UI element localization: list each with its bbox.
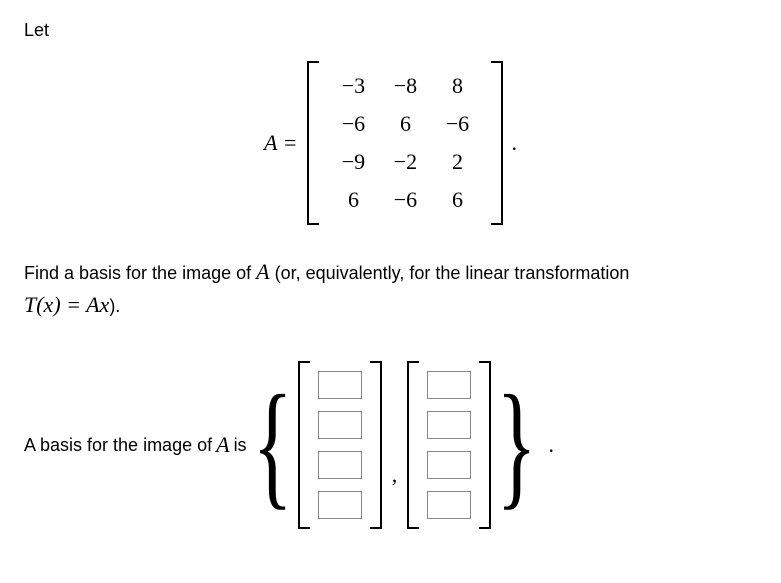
vector-entry-input[interactable] — [318, 491, 362, 519]
vector-entry-input[interactable] — [427, 491, 471, 519]
matrix-right-bracket — [491, 61, 503, 225]
vector-left-bracket — [407, 361, 419, 529]
vector-right-bracket — [479, 361, 491, 529]
vector-entry-input[interactable] — [427, 411, 471, 439]
question-text: Find a basis for the image of A (or, equ… — [24, 255, 757, 321]
matrix-cell: −3 — [327, 67, 379, 105]
vector-entry-input[interactable] — [427, 451, 471, 479]
left-brace: { — [252, 382, 292, 508]
matrix-row: −66−6 — [327, 105, 483, 143]
vector-separator: , — [392, 402, 398, 488]
vector-entry-input[interactable] — [318, 371, 362, 399]
matrix-body: −3−88−66−6−9−226−66 — [319, 61, 491, 225]
matrix-cell: 6 — [327, 181, 379, 219]
matrix-cell: 6 — [379, 105, 431, 143]
basis-label-A: A — [216, 432, 229, 458]
matrix-A: −3−88−66−6−9−226−66 — [307, 61, 503, 225]
question-part3: ). — [109, 296, 120, 316]
basis-label-part1: A basis for the image of — [24, 435, 212, 456]
matrix-row: 6−66 — [327, 181, 483, 219]
answer-vector — [407, 361, 491, 529]
vector-left-bracket — [298, 361, 310, 529]
matrix-cell: −2 — [379, 143, 431, 181]
vector-column — [310, 361, 370, 529]
answer-vector — [298, 361, 382, 529]
matrix-period: . — [511, 130, 517, 156]
right-brace: } — [497, 382, 537, 508]
vector-column — [419, 361, 479, 529]
matrix-cell: −6 — [431, 105, 483, 143]
matrix-cell: −9 — [327, 143, 379, 181]
matrix-cell: −6 — [327, 105, 379, 143]
question-part2: (or, equivalently, for the linear transf… — [270, 263, 630, 283]
matrix-cell: 2 — [431, 143, 483, 181]
matrix-label: A = — [264, 130, 297, 156]
vector-right-bracket — [370, 361, 382, 529]
basis-answer-line: A basis for the image of A is { , } . — [24, 361, 757, 529]
vector-entry-input[interactable] — [427, 371, 471, 399]
matrix-row: −9−22 — [327, 143, 483, 181]
matrix-row: −3−88 — [327, 67, 483, 105]
intro-text: Let — [24, 20, 757, 41]
vector-entry-input[interactable] — [318, 451, 362, 479]
basis-label-part2: is — [234, 435, 247, 456]
vectors-container: , — [298, 361, 492, 529]
question-Tx: T(x) = Ax — [24, 292, 109, 317]
matrix-cell: 6 — [431, 181, 483, 219]
matrix-left-bracket — [307, 61, 319, 225]
matrix-cell: −8 — [379, 67, 431, 105]
let-label: Let — [24, 20, 49, 40]
question-part1: Find a basis for the image of — [24, 263, 256, 283]
matrix-equation: A = −3−88−66−6−9−226−66 . — [24, 61, 757, 225]
matrix-cell: 8 — [431, 67, 483, 105]
final-period: . — [548, 432, 554, 458]
matrix-cell: −6 — [379, 181, 431, 219]
question-A: A — [256, 259, 269, 284]
vector-entry-input[interactable] — [318, 411, 362, 439]
